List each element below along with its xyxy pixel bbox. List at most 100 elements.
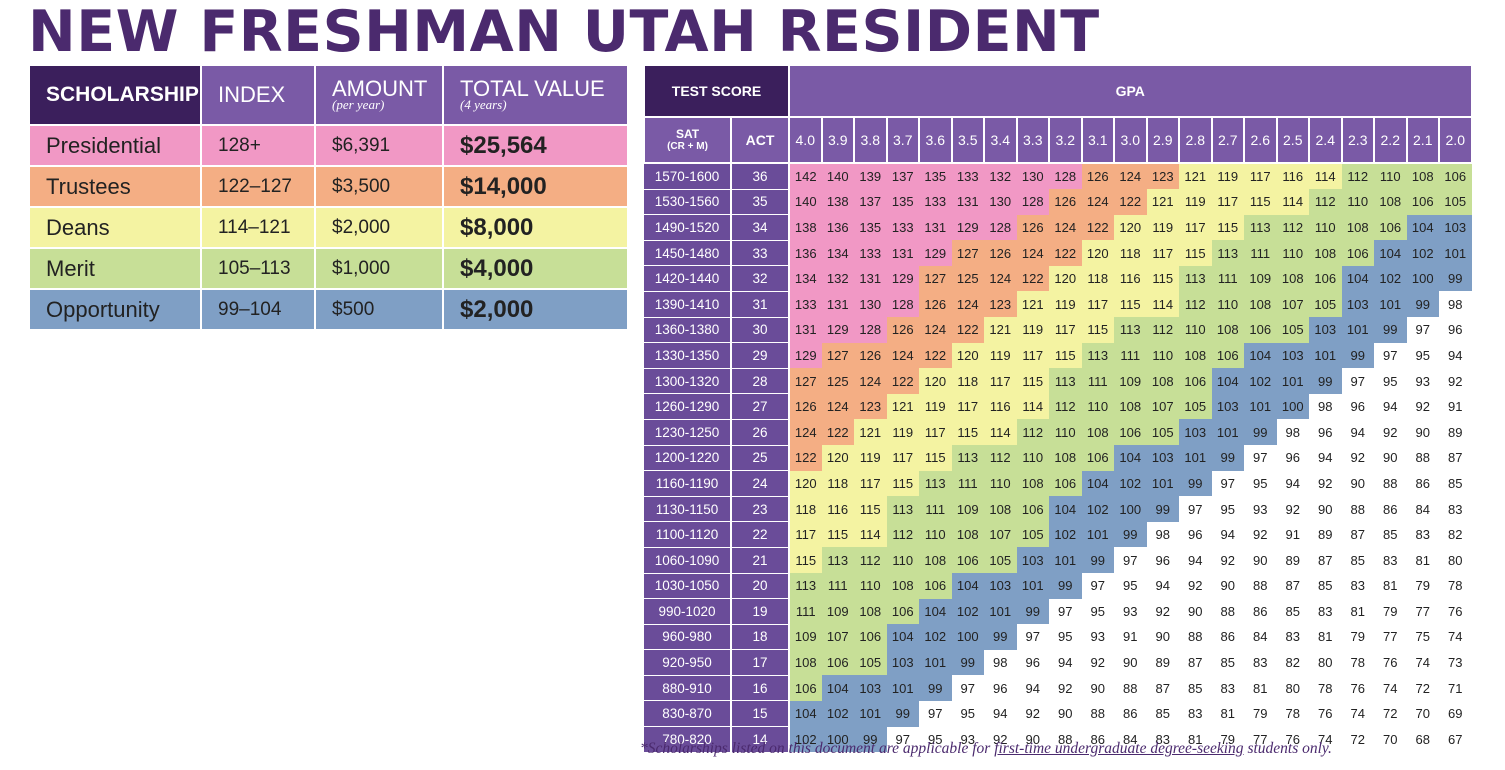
sat-range: 990-1020 [644,598,732,625]
index-cell: 67 [1439,726,1472,753]
index-cell: 85 [1309,573,1342,599]
index-cell: 100 [1406,265,1439,292]
index-cell: 107 [1276,291,1309,318]
index-cell: 84 [1406,496,1439,522]
index-cell: 87 [1309,547,1342,573]
index-cell: 108 [1244,291,1277,318]
index-cell: 82 [1276,649,1309,676]
index-cell: 115 [821,521,854,548]
index-cell: 126 [1049,189,1082,215]
index-cell: 80 [1439,547,1472,573]
index-cell: 117 [951,393,984,420]
index-cell: 89 [1309,521,1342,548]
act-score: 15 [731,700,790,728]
index-cell: 122 [789,445,822,471]
gpa-col-header: 2.7 [1210,116,1245,164]
scholarship-amount: $500 [314,288,444,331]
sat-range: 880-910 [644,675,732,702]
index-cell: 110 [1016,445,1049,471]
index-cell: 99 [1114,521,1147,548]
scholarship-index: 122–127 [200,165,316,208]
index-cell: 91 [1114,624,1147,650]
index-cell: 119 [886,419,919,446]
scholarship-row-presidential: Presidential 128+ $6,391 $25,564 [28,124,629,167]
index-cell: 136 [821,214,854,241]
index-cell: 108 [984,496,1017,522]
index-cell: 93 [1081,624,1114,650]
index-cell: 102 [919,624,952,650]
gpa-col-header: 3.3 [1015,116,1050,164]
index-cell: 72 [1374,700,1407,727]
sat-range: 1360-1380 [644,317,732,344]
gpa-col-header: 2.2 [1373,116,1408,164]
index-cell: 97 [1374,342,1407,369]
index-cell: 115 [789,547,822,573]
grid-row: 1060-1090 21 115 113 112 110 108 106 105 103 101 99… [644,547,1472,574]
index-cell: 110 [1081,393,1114,420]
index-cell: 114 [984,419,1017,446]
index-cell: 107 [821,624,854,650]
act-score: 20 [731,573,790,600]
index-cell: 114 [1146,291,1179,318]
index-cell: 119 [1146,214,1179,241]
index-cell: 88 [1211,598,1244,625]
index-cell: 115 [1244,189,1277,215]
index-cell: 117 [1081,291,1114,318]
index-cell: 85 [1179,675,1212,701]
scholarship-index: 128+ [200,124,316,167]
index-cell: 139 [854,163,887,190]
scholarship-row-trustees: Trustees 122–127 $3,500 $14,000 [28,165,629,208]
index-cell: 87 [1179,649,1212,676]
act-score: 28 [731,368,790,395]
index-cell: 88 [1179,624,1212,650]
index-cell: 112 [1146,317,1179,343]
act-score: 22 [731,521,790,548]
index-cell: 113 [1244,214,1277,241]
index-cell: 90 [1374,445,1407,471]
index-cell: 81 [1374,573,1407,599]
index-cell: 124 [951,291,984,318]
index-cell: 116 [984,393,1017,420]
index-cell: 104 [1211,368,1244,394]
index-cell: 101 [1374,291,1407,318]
header-total-sub: (4 years) [460,97,507,112]
index-cell: 102 [1374,265,1407,292]
sat-range: 1390-1410 [644,291,732,318]
index-cell: 75 [1406,624,1439,650]
index-cell: 92 [1179,573,1212,599]
grid-row: 990-1020 19 111 109 108 106 104 102 101 99 97 95 93 9… [644,598,1472,625]
index-cell: 86 [1244,598,1277,625]
index-cell: 102 [789,726,822,753]
sat-range: 1130-1150 [644,496,732,523]
act-score: 29 [731,342,790,369]
index-cell: 117 [1049,317,1082,343]
gpa-col-header: 3.1 [1080,116,1115,164]
index-cell: 122 [1114,189,1147,215]
index-cell: 129 [886,265,919,292]
act-score: 32 [731,265,790,292]
index-cell: 112 [1179,291,1212,318]
index-cell: 110 [1341,189,1374,215]
index-cell: 111 [821,573,854,599]
index-cell: 92 [1374,419,1407,446]
index-cell: 128 [854,317,887,343]
index-cell: 96 [1016,649,1049,676]
index-cell: 103 [1146,445,1179,471]
index-cell: 128 [1049,163,1082,190]
index-cell: 127 [951,240,984,266]
index-cell: 113 [1211,240,1244,266]
index-cell: 113 [1081,342,1114,369]
index-cell: 113 [821,547,854,573]
index-cell: 125 [821,368,854,394]
index-cell: 124 [789,419,822,446]
index-cell: 101 [1439,240,1472,266]
index-cell: 81 [1309,624,1342,650]
gpa-col-header: 4.0 [788,116,823,164]
act-score: 36 [731,163,790,190]
index-cell: 97 [1211,470,1244,497]
index-cell: 104 [919,598,952,625]
index-cell: 109 [821,598,854,625]
index-cell: 104 [1374,240,1407,266]
index-cell: 106 [1244,317,1277,343]
index-cell: 128 [984,214,1017,241]
